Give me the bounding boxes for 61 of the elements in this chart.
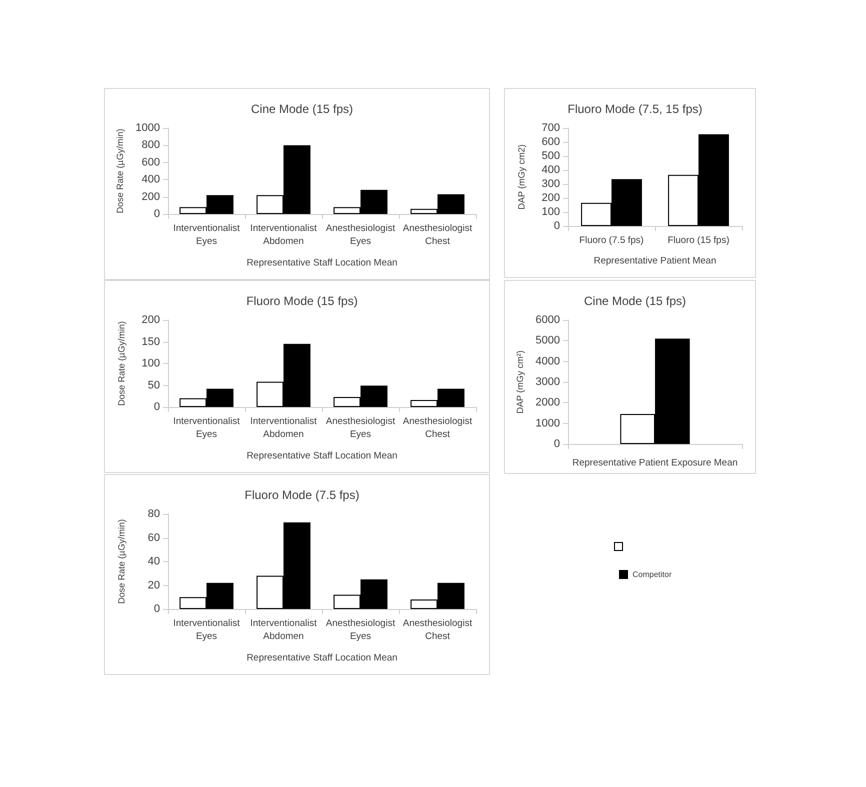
chart-title: Cine Mode (15 fps)	[250, 102, 354, 116]
y-tick-label: 80	[148, 508, 160, 520]
x-tick-label: Fluoro (7.5 fps)	[579, 235, 644, 246]
y-tick-label: 40	[148, 556, 160, 568]
chart-title: Fluoro Mode (7.5 fps)	[244, 488, 360, 502]
x-tick-label: Anesthesiologist Eyes	[326, 223, 396, 247]
x-axis-title: Representative Staff Location Mean	[246, 258, 398, 268]
y-tick-label: 200	[142, 190, 160, 203]
y-tick-label: 200	[142, 314, 160, 326]
x-tick-label: Anesthesiologist Eyes	[326, 416, 396, 440]
y-tick-label: 0	[554, 438, 560, 450]
y-axis-title: Dose Rate (µGy/min)	[116, 519, 126, 604]
y-tick-label: 200	[542, 192, 560, 204]
y-tick-label: 1000	[536, 417, 560, 430]
x-tick-label: Anesthesiologist Chest	[402, 416, 472, 440]
y-axis-title: Dose Rate (µGy/min)	[116, 321, 126, 406]
chart-title: Cine Mode (15 fps)	[584, 294, 686, 308]
y-tick-label: 100	[542, 206, 560, 218]
x-axis-title: Representative Patient Mean	[594, 256, 716, 266]
x-tick-label: Anesthesiologist Chest	[402, 223, 472, 247]
y-tick-label: 4000	[536, 355, 560, 368]
y-tick-label: 20	[148, 579, 160, 592]
x-axis-title: Representative Staff Location Mean	[246, 652, 398, 664]
y-tick-label: 0	[154, 603, 160, 615]
y-tick-label: 300	[542, 178, 560, 190]
x-axis-title: Representative Patient Exposure Mean	[572, 458, 738, 468]
y-tick-label: 500	[542, 150, 560, 162]
chart-title: Fluoro Mode (15 fps)	[246, 294, 358, 308]
y-tick-label: 2000	[536, 396, 560, 409]
x-tick-label: Fluoro (15 fps)	[668, 235, 730, 246]
x-tick-label: Interventionalist Eyes	[173, 416, 240, 440]
y-tick-label: 60	[148, 532, 160, 544]
y-tick-label: 600	[142, 156, 160, 168]
y-axis-title: DAP (mGy cm²)	[515, 350, 526, 414]
y-tick-label: 0	[154, 401, 160, 413]
y-tick-label: 6000	[536, 314, 560, 326]
y-tick-label: 5000	[536, 334, 560, 347]
x-tick-label: Interventionalist Eyes	[173, 618, 240, 642]
legend-label: Competitor	[632, 570, 672, 579]
x-tick-label: Anesthesiologist Eyes	[326, 618, 396, 642]
x-tick-label: Interventionalist Abdomen	[250, 618, 318, 642]
y-axis-title: DAP (mGy cm2)	[516, 144, 526, 210]
y-tick-label: 0	[554, 220, 560, 232]
y-tick-label: 800	[142, 139, 160, 152]
y-tick-label: 100	[142, 358, 160, 370]
y-tick-label: 600	[542, 136, 560, 148]
x-axis-title: Representative Staff Location Mean	[246, 450, 398, 462]
y-tick-label: 400	[142, 174, 160, 186]
y-tick-label: 400	[542, 164, 560, 176]
y-tick-label: 0	[154, 208, 160, 220]
x-tick-label: Anesthesiologist Chest	[402, 618, 472, 642]
x-tick-label: Interventionalist Eyes	[173, 223, 240, 247]
chart-title: Fluoro Mode (7.5, 15 fps)	[568, 102, 702, 116]
y-tick-label: 3000	[536, 376, 560, 388]
y-tick-label: 1000	[136, 122, 160, 134]
y-axis-title: Dose Rate (µGy/min)	[115, 128, 126, 214]
x-tick-label: Interventionalist Abdomen	[250, 223, 318, 247]
y-tick-label: 50	[148, 379, 160, 392]
y-tick-label: 700	[542, 122, 560, 134]
x-tick-label: Interventionalist Abdomen	[250, 416, 318, 440]
y-tick-label: 150	[142, 336, 160, 348]
